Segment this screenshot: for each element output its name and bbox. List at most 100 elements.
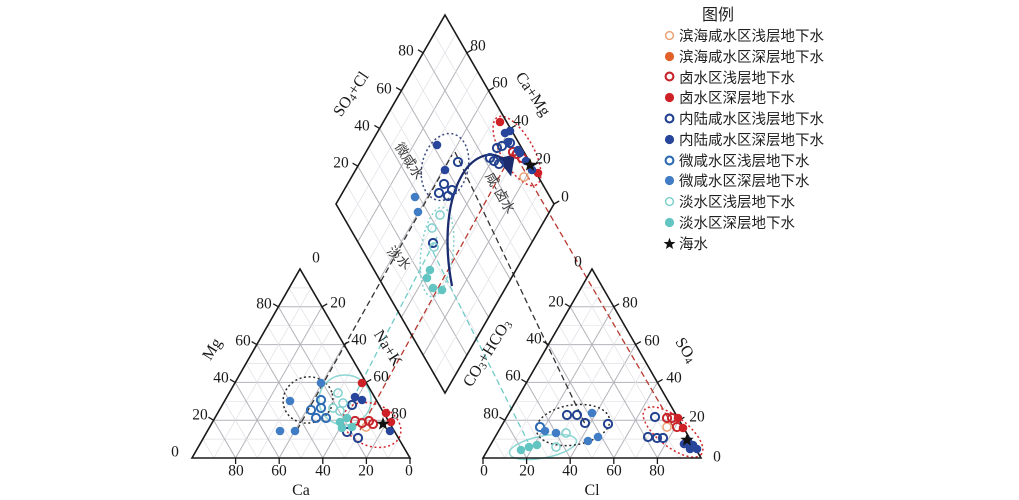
legend-item-label: 微咸水区浅层地下水 xyxy=(679,153,810,170)
projection-line xyxy=(432,251,529,443)
projection-line xyxy=(454,151,586,425)
axis-tick-label: 0 xyxy=(713,449,721,466)
legend-item: 淡水区深层地下水 xyxy=(630,212,1018,233)
legend-marker-open-circle-icon xyxy=(664,197,675,207)
data-point xyxy=(422,273,432,283)
data-point xyxy=(425,265,435,275)
cluster-ellipse xyxy=(642,406,704,458)
data-point xyxy=(532,440,542,450)
data-point xyxy=(583,436,593,446)
data-point xyxy=(673,413,683,423)
seawater-star-icon xyxy=(376,417,390,430)
axis-tick-label: 40 xyxy=(526,331,542,348)
axis-title: SO4+Cl xyxy=(330,68,374,120)
data-point xyxy=(516,445,526,455)
projection-line xyxy=(359,149,515,431)
legend-marker-filled-circle-icon xyxy=(664,93,675,103)
legend-marker-star-icon xyxy=(663,237,676,249)
axis-tick-label: 40 xyxy=(354,118,370,135)
cluster-ellipse xyxy=(492,115,542,187)
axis-tick-label: 40 xyxy=(315,463,331,480)
seawater-star-icon xyxy=(523,158,537,171)
data-points xyxy=(275,117,702,455)
legend-item-label: 卤水区深层地下水 xyxy=(679,91,795,108)
legend-marker-open-circle-icon xyxy=(664,72,675,82)
legend-item: 卤水区深层地下水 xyxy=(630,87,1018,108)
data-point xyxy=(342,413,352,423)
data-point xyxy=(657,432,669,444)
data-point xyxy=(442,190,454,202)
axis-tick-label: 20 xyxy=(519,463,535,480)
data-point xyxy=(519,172,529,182)
data-point xyxy=(337,423,347,433)
data-point xyxy=(333,388,343,398)
data-point xyxy=(385,426,395,436)
axis-tick-label: 60 xyxy=(606,463,622,480)
data-point xyxy=(435,210,445,220)
data-point xyxy=(685,444,695,454)
legend-marker-open-circle-icon xyxy=(664,113,675,124)
data-point xyxy=(551,428,561,438)
axis-tick-label: 80 xyxy=(483,406,499,423)
legend-item-label: 淡水区浅层地下水 xyxy=(679,195,795,212)
axis-tick-label: 80 xyxy=(622,295,638,312)
data-point xyxy=(350,392,360,402)
legend-item: 海水 xyxy=(630,233,1018,254)
legend: 图例 滨海咸水区浅层地下水 滨海咸水区深层地下水 卤水区浅层地下水 卤水区深层地下水内… xyxy=(630,0,1018,254)
data-point xyxy=(515,148,525,158)
axis-tick-label: 80 xyxy=(228,463,244,480)
legend-marker-filled-circle-icon xyxy=(664,134,675,144)
legend-item: 滨海咸水区深层地下水 xyxy=(630,46,1018,67)
axis-tick-label: 0 xyxy=(480,463,488,480)
axes xyxy=(190,13,703,464)
data-point xyxy=(413,207,423,217)
legend-item: 滨海咸水区浅层地下水 xyxy=(630,25,1018,46)
data-point xyxy=(491,142,503,154)
data-point xyxy=(438,178,450,190)
legend-item: 内陆咸水区浅层地下水 xyxy=(630,108,1018,129)
axis-tick-label: 60 xyxy=(235,333,251,350)
data-point xyxy=(561,428,571,438)
zone-label: 咸-卤水 xyxy=(482,170,518,217)
data-point xyxy=(505,126,515,136)
axis-tick-label: 60 xyxy=(373,369,389,386)
legend-item-label: 内陆咸水区深层地下水 xyxy=(679,132,824,149)
data-point xyxy=(593,432,603,442)
axis-tick-label: 40 xyxy=(513,113,529,130)
data-point xyxy=(357,395,367,405)
data-point xyxy=(437,285,447,295)
data-point xyxy=(315,394,327,406)
data-point xyxy=(357,378,367,388)
data-point xyxy=(338,398,348,408)
data-point xyxy=(649,411,661,423)
axis-tick-label: 20 xyxy=(333,155,349,172)
data-point xyxy=(579,417,591,429)
axis-title: Na+K xyxy=(370,327,405,370)
data-point xyxy=(571,409,583,421)
axis-tick-label: 0 xyxy=(561,189,569,206)
data-point xyxy=(346,399,358,411)
data-point xyxy=(428,283,438,293)
axis-tick-label: 60 xyxy=(505,368,521,385)
data-point xyxy=(285,396,295,406)
legend-item: 淡水区浅层地下水 xyxy=(630,191,1018,212)
data-point xyxy=(692,444,702,454)
legend-item-label: 滨海咸水区深层地下水 xyxy=(679,49,824,66)
data-point xyxy=(495,117,505,127)
legend-item: 微咸水区深层地下水 xyxy=(630,171,1018,192)
axis-tick-label: 0 xyxy=(312,250,320,267)
data-point xyxy=(328,403,338,413)
legend-item-label: 微咸水区深层地下水 xyxy=(679,174,810,191)
data-point xyxy=(661,412,673,424)
data-point xyxy=(429,242,439,252)
axis-tick-label: 60 xyxy=(376,81,392,98)
axis-tick-label: 20 xyxy=(358,463,374,480)
series-points xyxy=(328,210,571,452)
legend-title: 图例 xyxy=(701,7,734,24)
legend-item-label: 滨海咸水区浅层地下水 xyxy=(679,28,824,45)
data-point xyxy=(493,158,505,170)
data-point xyxy=(488,155,500,167)
panel-outline xyxy=(190,267,412,459)
legend-item: 卤水区浅层地下水 xyxy=(630,67,1018,88)
